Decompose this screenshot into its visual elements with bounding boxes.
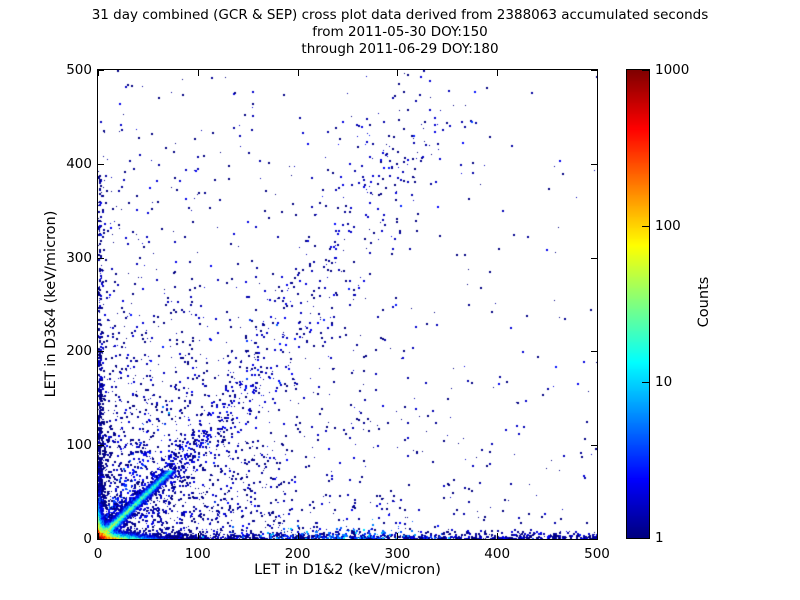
x-tick-bottom bbox=[297, 533, 299, 539]
x-tick-bottom bbox=[397, 533, 399, 539]
colorbar-tick bbox=[642, 226, 649, 227]
figure-title-line-1: 31 day combined (GCR & SEP) cross plot d… bbox=[91, 7, 709, 23]
y-tick-label: 500 bbox=[66, 62, 92, 78]
x-tick-bottom bbox=[197, 533, 199, 539]
figure-title-line-2: from 2011-05-30 DOY:150 bbox=[312, 24, 488, 40]
y-tick-label: 100 bbox=[66, 437, 92, 454]
x-tick-top bbox=[497, 70, 499, 76]
y-axis-label: LET in D3&4 (keV/micron) bbox=[43, 210, 59, 398]
colorbar-tick-label: 10 bbox=[655, 374, 673, 390]
y-tick-right bbox=[591, 257, 597, 259]
y-tick-left bbox=[98, 257, 104, 259]
y-tick-label: 300 bbox=[66, 249, 92, 266]
y-tick-right bbox=[591, 351, 597, 353]
figure-title-line-3: through 2011-06-29 DOY:180 bbox=[301, 41, 499, 57]
y-tick-right bbox=[591, 539, 597, 540]
x-tick-label: 0 bbox=[93, 546, 103, 562]
colorbar-tick-label: 1000 bbox=[655, 62, 690, 78]
colorbar-tick bbox=[642, 538, 649, 539]
x-axis-label: LET in D1&2 (keV/micron) bbox=[254, 562, 441, 578]
y-tick-right bbox=[591, 445, 597, 447]
colorbar bbox=[626, 69, 650, 539]
colorbar-tick-label: 1 bbox=[655, 530, 664, 546]
y-tick-label: 0 bbox=[83, 531, 92, 547]
x-tick-bottom bbox=[497, 533, 499, 539]
y-tick-label: 200 bbox=[66, 343, 92, 360]
x-tick-bottom bbox=[597, 533, 598, 539]
x-tick-top bbox=[98, 70, 99, 76]
y-tick-left bbox=[98, 351, 104, 353]
x-tick-label: 300 bbox=[384, 546, 411, 562]
x-tick-top bbox=[297, 70, 299, 76]
x-tick-label: 500 bbox=[584, 546, 610, 562]
x-tick-top bbox=[197, 70, 199, 76]
y-tick-label: 400 bbox=[66, 155, 92, 172]
y-tick-right bbox=[591, 70, 597, 71]
x-tick-label: 200 bbox=[284, 546, 311, 562]
plot-area bbox=[97, 69, 598, 540]
y-tick-left bbox=[98, 445, 104, 447]
y-tick-left bbox=[98, 539, 104, 540]
colorbar-tick bbox=[642, 382, 649, 383]
scatter-canvas bbox=[98, 70, 597, 539]
x-tick-top bbox=[397, 70, 399, 76]
y-tick-left bbox=[98, 163, 104, 165]
colorbar-gradient bbox=[627, 70, 649, 538]
colorbar-tick-label: 100 bbox=[655, 218, 681, 234]
y-tick-left bbox=[98, 70, 104, 71]
colorbar-tick bbox=[642, 70, 649, 71]
y-tick-right bbox=[591, 163, 597, 165]
x-tick-top bbox=[597, 70, 598, 76]
x-tick-label: 100 bbox=[184, 546, 211, 562]
x-tick-label: 400 bbox=[484, 546, 511, 562]
colorbar-label: Counts bbox=[696, 276, 712, 328]
x-tick-bottom bbox=[98, 533, 99, 539]
